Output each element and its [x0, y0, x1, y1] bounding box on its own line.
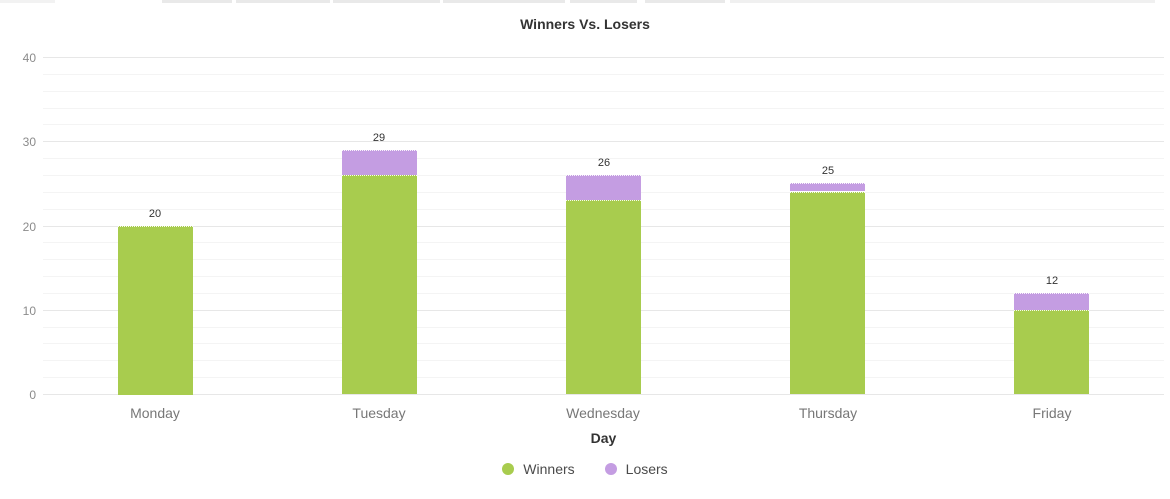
y-axis-tick-label: 10	[22, 304, 36, 318]
minor-gridline	[43, 91, 1164, 92]
bar-total-label-thursday: 25	[821, 165, 835, 177]
minor-gridline	[43, 74, 1164, 75]
legend-item-winners[interactable]: Winners	[502, 461, 575, 477]
cropped-ui-segment	[570, 0, 637, 3]
x-axis-label-tuesday: Tuesday	[352, 405, 406, 421]
y-axis-tick-label: 30	[22, 135, 36, 149]
legend-label: Winners	[523, 461, 575, 477]
bar-segment-winners-wednesday[interactable]	[566, 200, 641, 394]
bar-segment-losers-tuesday[interactable]	[342, 150, 417, 175]
y-axis-tick-label: 0	[29, 388, 36, 402]
bar-segment-losers-thursday[interactable]	[790, 183, 865, 191]
x-axis-label-wednesday: Wednesday	[566, 405, 640, 421]
y-axis-tick-label: 20	[22, 220, 36, 234]
legend-marker-icon	[502, 463, 515, 475]
x-axis-label-monday: Monday	[130, 405, 180, 421]
minor-gridline	[43, 158, 1164, 159]
x-axis-title: Day	[590, 430, 617, 446]
y-axis-tick-label: 40	[22, 51, 36, 65]
x-axis-label-friday: Friday	[1032, 405, 1072, 421]
bar-segment-winners-thursday[interactable]	[790, 192, 865, 394]
major-gridline	[43, 394, 1164, 395]
bar-total-label-friday: 12	[1045, 275, 1059, 287]
bar-total-label-tuesday: 29	[372, 132, 386, 144]
cropped-ui-segment	[333, 0, 440, 3]
major-gridline	[43, 141, 1164, 142]
legend-item-losers[interactable]: Losers	[604, 461, 668, 477]
minor-gridline	[43, 124, 1164, 125]
cropped-ui-segment	[443, 0, 565, 3]
cropped-ui-segment	[0, 0, 55, 3]
chart-title: Winners Vs. Losers	[520, 16, 650, 32]
bar-segment-winners-monday[interactable]	[118, 226, 193, 395]
x-axis-label-thursday: Thursday	[798, 405, 858, 421]
cropped-ui-segment	[236, 0, 330, 3]
bar-total-label-wednesday: 26	[597, 157, 611, 169]
cropped-ui-segment	[730, 0, 1155, 3]
bar-segment-winners-friday[interactable]	[1014, 310, 1089, 394]
legend-label: Losers	[625, 461, 668, 477]
legend-marker-icon	[604, 463, 617, 475]
minor-gridline	[43, 108, 1164, 109]
major-gridline	[43, 57, 1164, 58]
bar-segment-losers-wednesday[interactable]	[566, 175, 641, 200]
bar-segment-losers-friday[interactable]	[1014, 293, 1089, 310]
bar-total-label-monday: 20	[148, 208, 162, 220]
bar-segment-winners-tuesday[interactable]	[342, 175, 417, 394]
chart-legend: Winners Losers	[0, 461, 1170, 477]
cropped-ui-segment	[162, 0, 232, 3]
cropped-ui-segment	[645, 0, 725, 3]
